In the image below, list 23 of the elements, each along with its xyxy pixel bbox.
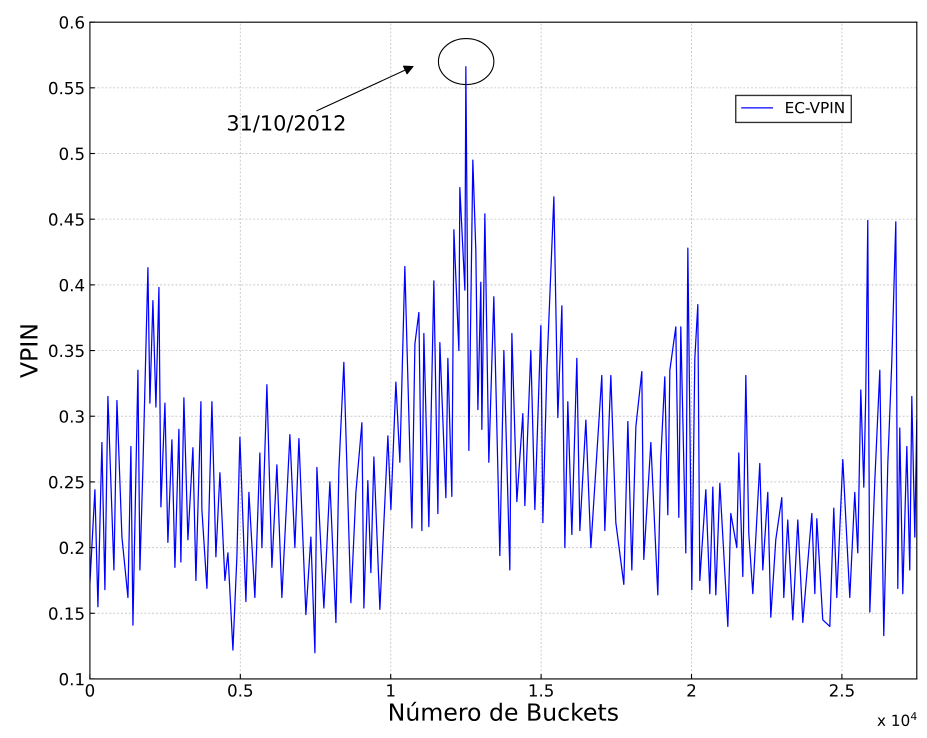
x-tick-label: 2 xyxy=(687,684,696,696)
y-tick-label: 0.35 xyxy=(49,344,84,358)
text: x 10$^{4}$ xyxy=(877,712,917,726)
annotation: 31/10/2012 xyxy=(228,115,344,132)
y-tick-label: 0.5 xyxy=(60,147,84,160)
y-tick-label: 0.45 xyxy=(49,213,84,226)
y-tick-label: 0.15 xyxy=(49,607,84,620)
x-tick-label: 0 xyxy=(86,684,94,697)
x-tick-label: 1 xyxy=(387,684,394,696)
y-axis-title: VPIN xyxy=(20,325,38,378)
x-tick-label: 2.5 xyxy=(830,684,854,697)
x-tick-label: 1.5 xyxy=(530,684,553,697)
legend-label: EC-VPIN xyxy=(786,102,844,114)
y-tick-label: 0.1 xyxy=(60,672,84,686)
line-series xyxy=(90,66,917,654)
y-tick-label: 0.6 xyxy=(60,16,84,29)
y-tick-label: 0.55 xyxy=(49,82,84,94)
y-tick-label: 0.4 xyxy=(60,278,84,292)
x-tick-label: 0.5 xyxy=(228,684,252,697)
y-tick-label: 0.3 xyxy=(60,410,84,423)
y-tick-label: 0.2 xyxy=(60,542,84,554)
y-tick-label: 0.25 xyxy=(49,476,84,488)
x-axis-title: Número de Buckets xyxy=(390,702,618,722)
